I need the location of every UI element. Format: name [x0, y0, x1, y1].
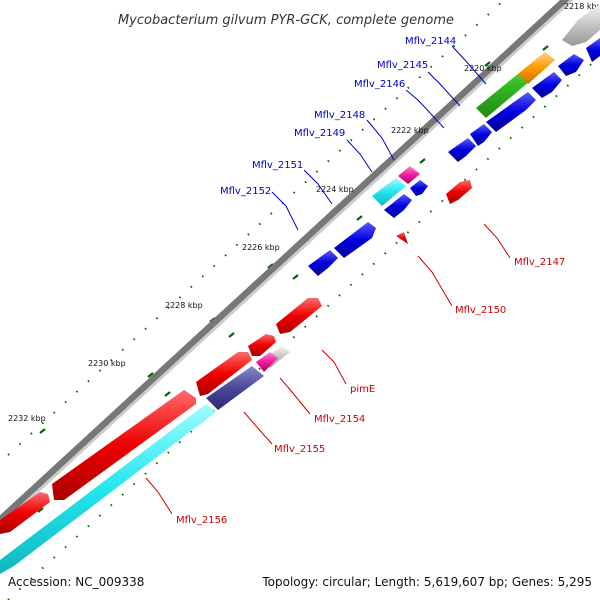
gene-arrow[interactable]	[334, 222, 376, 258]
gene-arrow[interactable]	[586, 38, 600, 62]
kbp-label: 2228 kbp	[165, 301, 203, 310]
gene-label[interactable]: Mflv_2148	[314, 110, 365, 121]
gene-arrow[interactable]	[196, 352, 252, 396]
gene-arrow[interactable]	[206, 366, 264, 410]
reverse-callouts	[145, 223, 511, 515]
gene-arrow[interactable]	[518, 52, 555, 84]
kbp-label: 2220 kbp	[464, 64, 502, 73]
gene-arrow[interactable]	[558, 54, 584, 76]
gene-arrow[interactable]	[562, 4, 600, 46]
gene-label[interactable]: Mflv_2149	[294, 128, 345, 139]
forward-strand-genes	[308, 4, 600, 276]
gene-label[interactable]: Mflv_2151	[252, 160, 303, 171]
gene-label[interactable]: Mflv_2154	[314, 414, 365, 425]
gene-arrow[interactable]	[372, 178, 406, 206]
gene-arrow[interactable]	[446, 180, 472, 204]
gene-arrow[interactable]	[256, 352, 278, 372]
kbp-label: 2222 kbp	[391, 126, 429, 135]
gene-label[interactable]: Mflv_2156	[176, 515, 227, 526]
gene-arrow[interactable]	[398, 166, 420, 184]
gene-label[interactable]: Mflv_2150	[455, 305, 506, 316]
kbp-label: 2226 kbp	[242, 243, 280, 252]
gene-label[interactable]: Mflv_2145	[377, 60, 428, 71]
genome-backbone	[0, 0, 574, 528]
gene-label[interactable]: Mflv_2146	[354, 79, 405, 90]
gene-arrow[interactable]	[396, 232, 408, 244]
gene-label[interactable]: Mflv_2152	[220, 186, 271, 197]
forward-callouts	[271, 45, 487, 231]
map-title: Mycobacterium gilvum PYR-GCK, complete g…	[118, 13, 454, 28]
genome-summary-text: Topology: circular; Length: 5,619,607 bp…	[261, 575, 592, 589]
accession-text: Accession: NC_009338	[8, 575, 144, 589]
gene-arrow[interactable]	[384, 194, 412, 218]
gene-arrow[interactable]	[470, 124, 492, 146]
kbp-label: 2224 kbp	[316, 185, 354, 194]
gene-arrow[interactable]	[0, 492, 50, 534]
reverse-strand-genes	[0, 180, 472, 574]
gene-label[interactable]: Mflv_2144	[405, 36, 456, 47]
gene-arrow[interactable]	[276, 298, 322, 334]
gene-label[interactable]: pimE	[350, 384, 375, 395]
gene-arrow[interactable]	[448, 138, 476, 162]
gene-arrow[interactable]	[486, 92, 536, 132]
gene-arrow[interactable]	[308, 250, 338, 276]
gene-label[interactable]: Mflv_2147	[514, 257, 565, 268]
gene-arrow[interactable]	[410, 180, 428, 196]
kbp-scale: 2218 kbp 2220 kbp 2222 kbp 2224 kbp 2226…	[8, 2, 600, 423]
kbp-label: 2230 kbp	[88, 359, 126, 368]
gene-arrow[interactable]	[52, 390, 196, 500]
gene-arrow[interactable]	[0, 404, 216, 574]
kbp-label: 2218 kbp	[564, 2, 600, 11]
gene-arrow[interactable]	[248, 334, 276, 356]
kbp-label: 2232 kbp	[8, 414, 46, 423]
gene-label[interactable]: Mflv_2155	[274, 444, 325, 455]
gene-arrow[interactable]	[532, 72, 562, 98]
